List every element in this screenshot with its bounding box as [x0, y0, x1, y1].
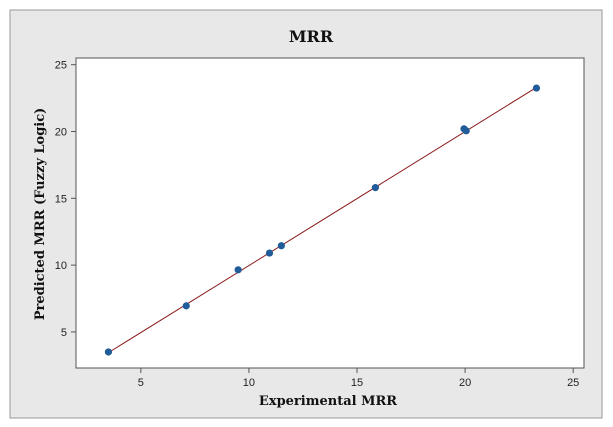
data-points [104, 84, 541, 356]
x-axis: 5 10 15 20 25 [138, 368, 579, 389]
x-tick-label: 20 [459, 377, 471, 389]
data-point-1 [104, 348, 113, 356]
x-axis-label: Experimental MRR [259, 394, 397, 409]
y-axis-label: Predicted MRR (Fuzzy Logic) [33, 108, 48, 321]
data-point-3 [234, 266, 242, 274]
data-point-4 [265, 249, 274, 257]
data-point-8 [462, 127, 470, 135]
y-tick-label: 5 [61, 327, 67, 339]
x-tick-label: 15 [351, 377, 363, 389]
plot-area [75, 57, 585, 369]
y-tick-label: 25 [55, 60, 67, 72]
y-axis: 5 10 15 20 25 [55, 60, 76, 339]
x-tick-label: 10 [243, 377, 255, 389]
y-tick-label: 10 [55, 260, 67, 272]
data-point-6 [371, 184, 379, 192]
data-point-9 [532, 84, 541, 92]
x-tick-label: 5 [138, 377, 144, 389]
data-point-2 [182, 302, 190, 310]
data-point-5 [277, 242, 285, 250]
y-tick-label: 20 [55, 126, 67, 138]
chart-title: MRR [289, 27, 334, 46]
y-tick-label: 15 [55, 193, 67, 205]
x-tick-label: 25 [567, 377, 579, 389]
